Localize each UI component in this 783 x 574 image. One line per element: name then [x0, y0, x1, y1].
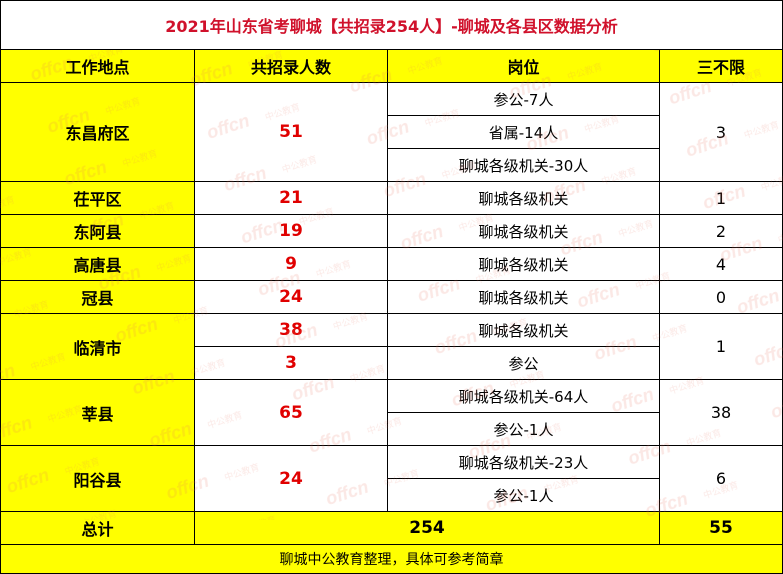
- table-title: 2021年山东省考聊城【共招录254人】-聊城及各县区数据分析: [0, 0, 783, 50]
- unlimited-cell: 3: [658, 82, 783, 182]
- location-cell: 高唐县: [0, 247, 195, 281]
- location-cell: 冠县: [0, 280, 195, 314]
- table-row: 东阿县 19 聊城各级机关 2: [0, 214, 783, 248]
- location-cell: 东阿县: [0, 214, 195, 248]
- total-row: 总计 254 55: [0, 511, 783, 545]
- position-cell: 聊城各级机关: [387, 313, 660, 347]
- position-cell: 参公-1人: [387, 412, 660, 446]
- position-cell: 聊城各级机关-23人: [387, 445, 660, 479]
- count-cell: 24: [194, 280, 388, 314]
- unlimited-cell: 1: [658, 181, 783, 215]
- table-row: 阳谷县 24 聊城各级机关-23人 6: [0, 445, 783, 512]
- unlimited-cell: 38: [658, 379, 783, 446]
- location-cell: 临清市: [0, 313, 195, 380]
- position-cell: 聊城各级机关: [387, 181, 660, 215]
- position-cell: 聊城各级机关: [387, 280, 660, 314]
- position-cell: 参公: [387, 346, 660, 380]
- table-row: 东昌府区 51 参公-7人 3: [0, 82, 783, 182]
- position-cell: 参公-1人: [387, 478, 660, 512]
- table-row: 临清市 38 聊城各级机关 1: [0, 313, 783, 380]
- header-position: 岗位: [387, 49, 660, 83]
- location-cell: 阳谷县: [0, 445, 195, 512]
- position-cell: 省属-14人: [387, 115, 660, 149]
- location-cell: 东昌府区: [0, 82, 195, 182]
- table-row: 高唐县 9 聊城各级机关 4: [0, 247, 783, 281]
- table-row: 冠县 24 聊城各级机关 0: [0, 280, 783, 314]
- count-cell: 38: [194, 313, 388, 347]
- footer-note: 聊城中公教育整理，具体可参考简章: [0, 544, 783, 574]
- header-row: 工作地点 共招录人数 岗位 三不限: [0, 49, 783, 83]
- header-location: 工作地点: [0, 49, 195, 83]
- position-cell: 聊城各级机关: [387, 247, 660, 281]
- total-count: 254: [194, 511, 660, 545]
- position-cell: 聊城各级机关-64人: [387, 379, 660, 413]
- count-cell: 9: [194, 247, 388, 281]
- count-cell: 3: [194, 346, 388, 380]
- table-row: 茌平区 21 聊城各级机关 1: [0, 181, 783, 215]
- location-cell: 莘县: [0, 379, 195, 446]
- unlimited-cell: 0: [658, 280, 783, 314]
- header-unlimited: 三不限: [658, 49, 783, 83]
- unlimited-cell: 4: [658, 247, 783, 281]
- total-label: 总计: [0, 511, 195, 545]
- table-row: 莘县 65 聊城各级机关-64人 38: [0, 379, 783, 446]
- position-cell: 聊城各级机关-30人: [387, 148, 660, 182]
- unlimited-cell: 2: [658, 214, 783, 248]
- footer-row: 聊城中公教育整理，具体可参考简章: [0, 544, 783, 574]
- count-cell: 19: [194, 214, 388, 248]
- position-cell: 参公-7人: [387, 82, 660, 116]
- total-unlimited: 55: [658, 511, 783, 545]
- location-cell: 茌平区: [0, 181, 195, 215]
- position-cell: 聊城各级机关: [387, 214, 660, 248]
- count-cell: 51: [194, 82, 388, 182]
- unlimited-cell: 1: [658, 313, 783, 380]
- header-count: 共招录人数: [194, 49, 388, 83]
- count-cell: 24: [194, 445, 388, 512]
- count-cell: 21: [194, 181, 388, 215]
- count-cell: 65: [194, 379, 388, 446]
- unlimited-cell: 6: [658, 445, 783, 512]
